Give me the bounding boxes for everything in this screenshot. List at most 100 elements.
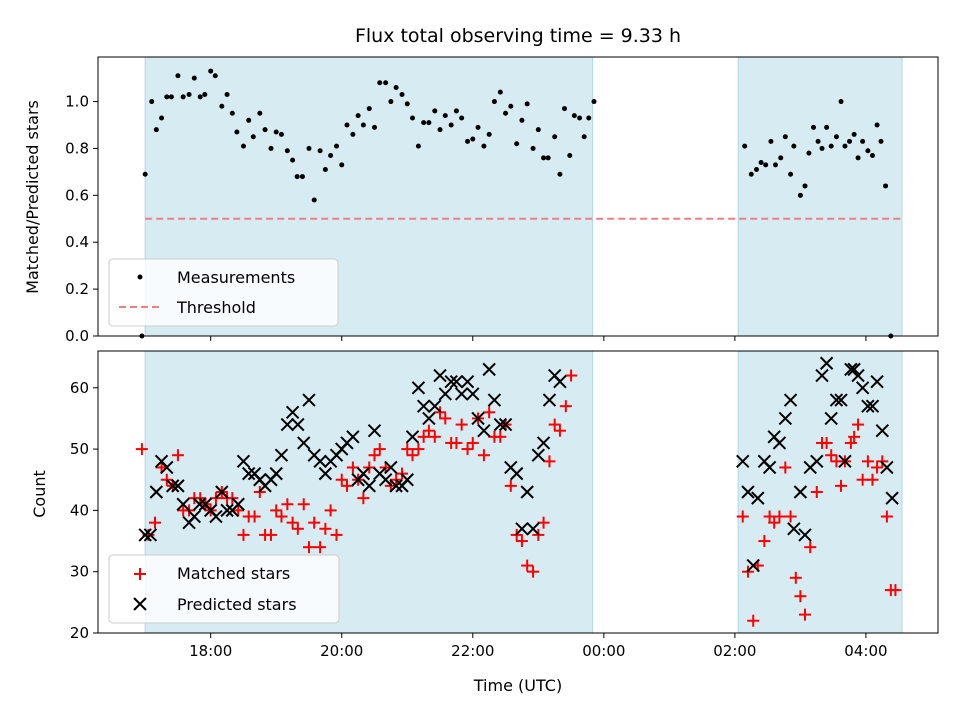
matched-star-point [466,436,479,449]
measurement-point [562,106,568,112]
measurement-point [191,75,197,81]
matched-star-point [281,498,294,511]
matched-star-point [286,516,299,529]
predicted-star-points [138,356,899,573]
matched-star-point [357,492,370,505]
legend-measurements-label: Measurements [177,268,295,287]
predicted-star-point [819,356,834,370]
x-tick-label: 00:00 [582,642,625,660]
matched-star-point [773,510,786,523]
predicted-star-point [313,454,327,469]
measurement-point [758,160,764,166]
matched-star-point [291,522,304,535]
y-tick-label: 30 [70,563,89,581]
predicted-star-point [454,387,469,401]
predicted-star-point [367,423,382,438]
matched-star-point [820,436,833,449]
predicted-star-point [405,430,420,444]
matched-star-point [736,510,749,523]
matched-star-point [543,455,556,468]
predicted-star-point [498,417,513,432]
measurement-point [833,134,839,140]
measurement-point [224,92,230,98]
measurement-point [180,94,186,100]
measurement-point [453,108,459,114]
predicted-star-point [302,393,316,407]
predicted-star-point [269,466,283,481]
matched-star-point [226,492,239,505]
matched-star-point [412,443,425,456]
predicted-star-point [531,448,546,462]
predicted-star-point [861,399,875,413]
matched-star-point [340,479,353,492]
matched-star-point [504,479,517,492]
measurement-point [465,138,471,144]
predicted-star-point [143,528,158,542]
matched-star-point [135,443,148,456]
predicted-star-point [433,368,447,383]
matched-star-point [417,430,430,443]
measurement-point [360,122,366,128]
top-legend-box [108,258,339,327]
legend-matched-marker [134,568,146,580]
matched-star-point [302,541,315,554]
measurement-point [240,143,246,149]
predicted-star-point [449,374,464,389]
matched-star-point [237,528,250,541]
measurement-point [851,131,857,137]
matched-star-point [779,461,792,474]
measurement-point [350,131,356,137]
measurement-point [273,129,279,135]
measurement-point [470,136,476,142]
matched-star-point [319,522,332,535]
measurement-point [299,174,305,180]
measurement-point [202,92,208,98]
measurement-point [815,138,821,144]
matched-star-point [368,449,381,462]
measurement-point [328,152,334,158]
shaded-span-2 [737,56,903,337]
measurement-point [782,134,788,140]
measurement-point [530,145,536,151]
measurement-point [802,183,808,189]
matched-star-point [171,449,184,462]
measurement-point [322,167,328,173]
matched-star-point [515,535,528,548]
matched-star-point [209,492,222,505]
legend-threshold-label: Threshold [176,298,256,317]
measurement-point [317,148,323,154]
measurement-point [377,80,383,86]
measurement-points [139,68,894,339]
predicted-star-point [346,430,360,444]
bottom-x-axis-label: Time (UTC) [473,676,562,695]
predicted-star-point [291,417,305,432]
predicted-star-point [834,393,848,407]
y-tick-label: 0.4 [65,233,89,251]
matched-star-point [494,430,507,443]
y-tick-label: 1.0 [65,93,89,111]
predicted-star-point [762,460,777,475]
measurement-point [250,134,256,140]
measurement-point [514,141,520,147]
measurement-point [197,94,203,100]
predicted-star-point [356,466,371,481]
bottom-legend-box [108,554,340,624]
y-tick-label: 0.0 [65,327,89,345]
measurement-point [219,103,225,109]
matched-star-point [324,504,337,517]
matched-star-point [450,436,463,449]
matched-star-point [784,510,797,523]
measurement-point [883,183,889,189]
measurement-point [552,134,558,140]
measurement-point [404,101,410,107]
measurement-point [311,197,317,203]
measurement-point [503,110,509,116]
predicted-star-point [824,411,838,426]
measurement-point [773,162,779,168]
measurement-point [306,145,312,151]
predicted-star-point [378,473,393,487]
measurement-point [763,162,769,168]
measurement-point [421,120,427,126]
predicted-star-point [411,381,426,395]
y-tick-label: 0.8 [65,139,89,157]
